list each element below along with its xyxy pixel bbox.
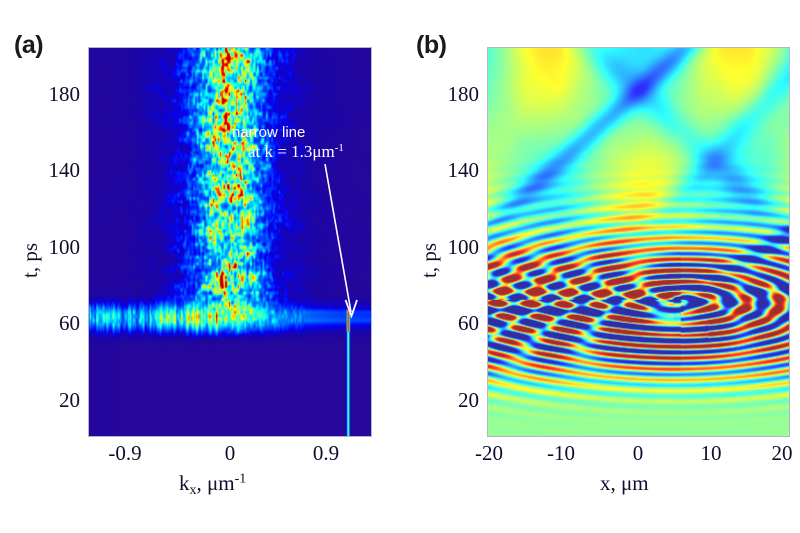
panel-b-ytick-20: 20 <box>458 388 479 412</box>
panel-b-xtick-10: 10 <box>700 441 722 465</box>
panel-a-xlabel: kx, μm-1 <box>179 471 246 499</box>
panel-b-ytick-100: 100 <box>447 235 480 259</box>
panel-b-heatmap <box>487 47 790 437</box>
panel-label-b: (b) <box>416 31 447 59</box>
panel-a-xlabel-subscript: x <box>189 482 197 498</box>
panel-b-xtick-0: 0 <box>632 441 644 465</box>
panel-a-xlabel-main: k <box>179 471 190 495</box>
panel-a-ytick-100: 100 <box>48 235 81 259</box>
panel-b-xtick-20: 20 <box>771 441 793 465</box>
panel-a-xtick-0: 0 <box>224 441 236 465</box>
panel-a-xtick-neg09: -0.9 <box>108 441 142 465</box>
panel-b-ytick-180: 180 <box>447 82 480 106</box>
panel-b-ylabel: t, ps <box>417 242 441 278</box>
panel-b-xlabel: x, μm <box>600 471 649 495</box>
panel-a-ytick-140: 140 <box>48 158 81 182</box>
panel-b-ytick-60: 60 <box>458 311 479 335</box>
panel-a-canvas <box>89 48 371 436</box>
panel-b-canvas <box>488 48 789 436</box>
panel-b-xtick-neg10: -10 <box>547 441 575 465</box>
panel-a-ylabel: t, ps <box>18 242 42 278</box>
panel-label-a: (a) <box>14 31 44 59</box>
panel-a-xlabel-superscript: -1 <box>234 471 247 487</box>
panel-a-ytick-20: 20 <box>59 388 80 412</box>
panel-a-ytick-60: 60 <box>59 311 80 335</box>
panel-a-xtick-09: 0.9 <box>312 441 340 465</box>
panel-b-ytick-140: 140 <box>447 158 480 182</box>
panel-b-xtick-neg20: -20 <box>475 441 503 465</box>
panel-a-heatmap: narrow line at k = 1.3μm-1 <box>88 47 372 437</box>
panel-a-xlabel-rest: , μm <box>196 471 235 495</box>
panel-a-ytick-180: 180 <box>48 82 81 106</box>
